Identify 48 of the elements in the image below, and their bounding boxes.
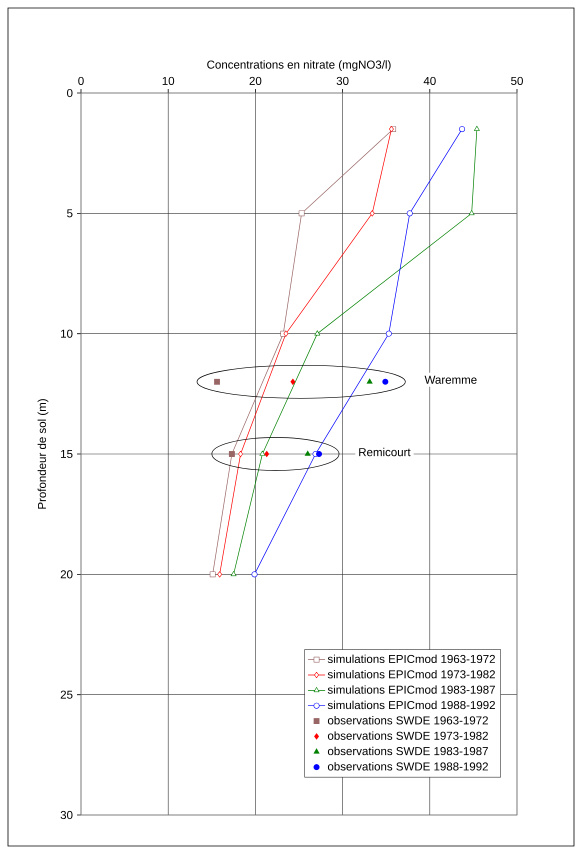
point [468, 210, 475, 216]
y-tick-label: 10 [61, 330, 73, 338]
point [314, 330, 320, 336]
x-tick-label: 10 [162, 76, 174, 85]
point [389, 126, 394, 132]
y-tick-label: 0 [67, 88, 73, 98]
point [252, 571, 258, 578]
point [214, 378, 220, 385]
x-axis-title: Concentrations en nitrate (mgNO3/l) [207, 60, 391, 71]
x-tick-label: 20 [250, 76, 262, 85]
x-tick-label: 0 [78, 76, 84, 85]
point [259, 450, 266, 456]
point [217, 571, 222, 578]
legend-label: observations SWDE 1983-1987 [328, 746, 488, 756]
point [298, 210, 305, 216]
point [264, 450, 270, 458]
legend-label: observations SWDE 1973-1982 [328, 731, 488, 740]
x-tick-label: 40 [424, 76, 436, 85]
legend-label: simulations EPICmod 1973-1982 [328, 670, 495, 678]
legend-label: observations SWDE 1988-1992 [328, 762, 488, 771]
x-tick-label: 50 [511, 76, 523, 85]
point [459, 126, 466, 132]
point [406, 210, 413, 216]
legend-label: observations SWDE 1963-1972 [328, 716, 488, 724]
point [284, 330, 288, 337]
point [386, 330, 392, 337]
legend-label: simulations EPICmod 1983-1987 [328, 685, 495, 694]
annotation: Waremme [424, 376, 477, 384]
point [366, 378, 373, 384]
y-tick-label: 15 [61, 450, 72, 458]
y-tick-label: 20 [60, 570, 73, 578]
point [382, 378, 388, 385]
point [474, 126, 480, 131]
y-tick-label: 30 [60, 810, 73, 820]
legend-label: simulations EPICmod 1988-1992 [328, 700, 495, 710]
point [230, 571, 236, 576]
point [370, 210, 375, 216]
annotation: Remicourt [359, 448, 411, 456]
x-tick-label: 30 [336, 76, 349, 85]
y-tick-label: 25 [60, 690, 72, 699]
point [290, 378, 296, 385]
point [238, 450, 243, 458]
point [210, 571, 216, 578]
y-tick-label: 5 [67, 209, 72, 218]
y-axis-title: Profondeur de sol (m) [38, 399, 48, 509]
point [304, 450, 311, 456]
point [316, 451, 322, 458]
legend-label: simulations EPICmod 1963-1972 [328, 654, 495, 664]
